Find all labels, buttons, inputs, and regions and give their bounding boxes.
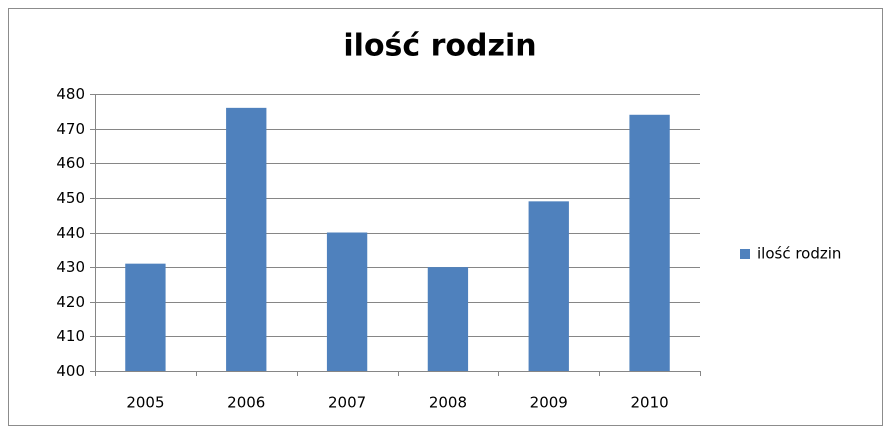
y-tick-label: 470 [56, 120, 85, 138]
x-tick-label: 2006 [227, 394, 265, 412]
y-tick-label: 420 [56, 293, 85, 311]
bar [427, 267, 469, 371]
y-tick-label: 400 [56, 362, 85, 380]
x-tick-label: 2008 [429, 394, 467, 412]
x-tick-label: 2005 [126, 394, 164, 412]
y-tick-label: 440 [56, 224, 85, 242]
chart-title: ilość rodzin [343, 29, 536, 64]
y-tick-label: 480 [56, 85, 85, 103]
y-tick-label: 430 [56, 258, 85, 276]
x-tick-label: 2009 [530, 394, 568, 412]
bar [629, 114, 670, 372]
bar [226, 107, 267, 371]
bar [528, 201, 569, 371]
bar [326, 232, 368, 371]
y-tick-label: 460 [56, 154, 85, 172]
x-tick-label: 2007 [328, 394, 366, 412]
legend-label: ilość rodzin [757, 245, 841, 263]
bar [125, 263, 166, 371]
y-tick-label: 450 [56, 189, 85, 207]
x-tick-label: 2010 [630, 394, 668, 412]
legend-swatch [740, 249, 750, 259]
y-tick-label: 410 [56, 327, 85, 345]
